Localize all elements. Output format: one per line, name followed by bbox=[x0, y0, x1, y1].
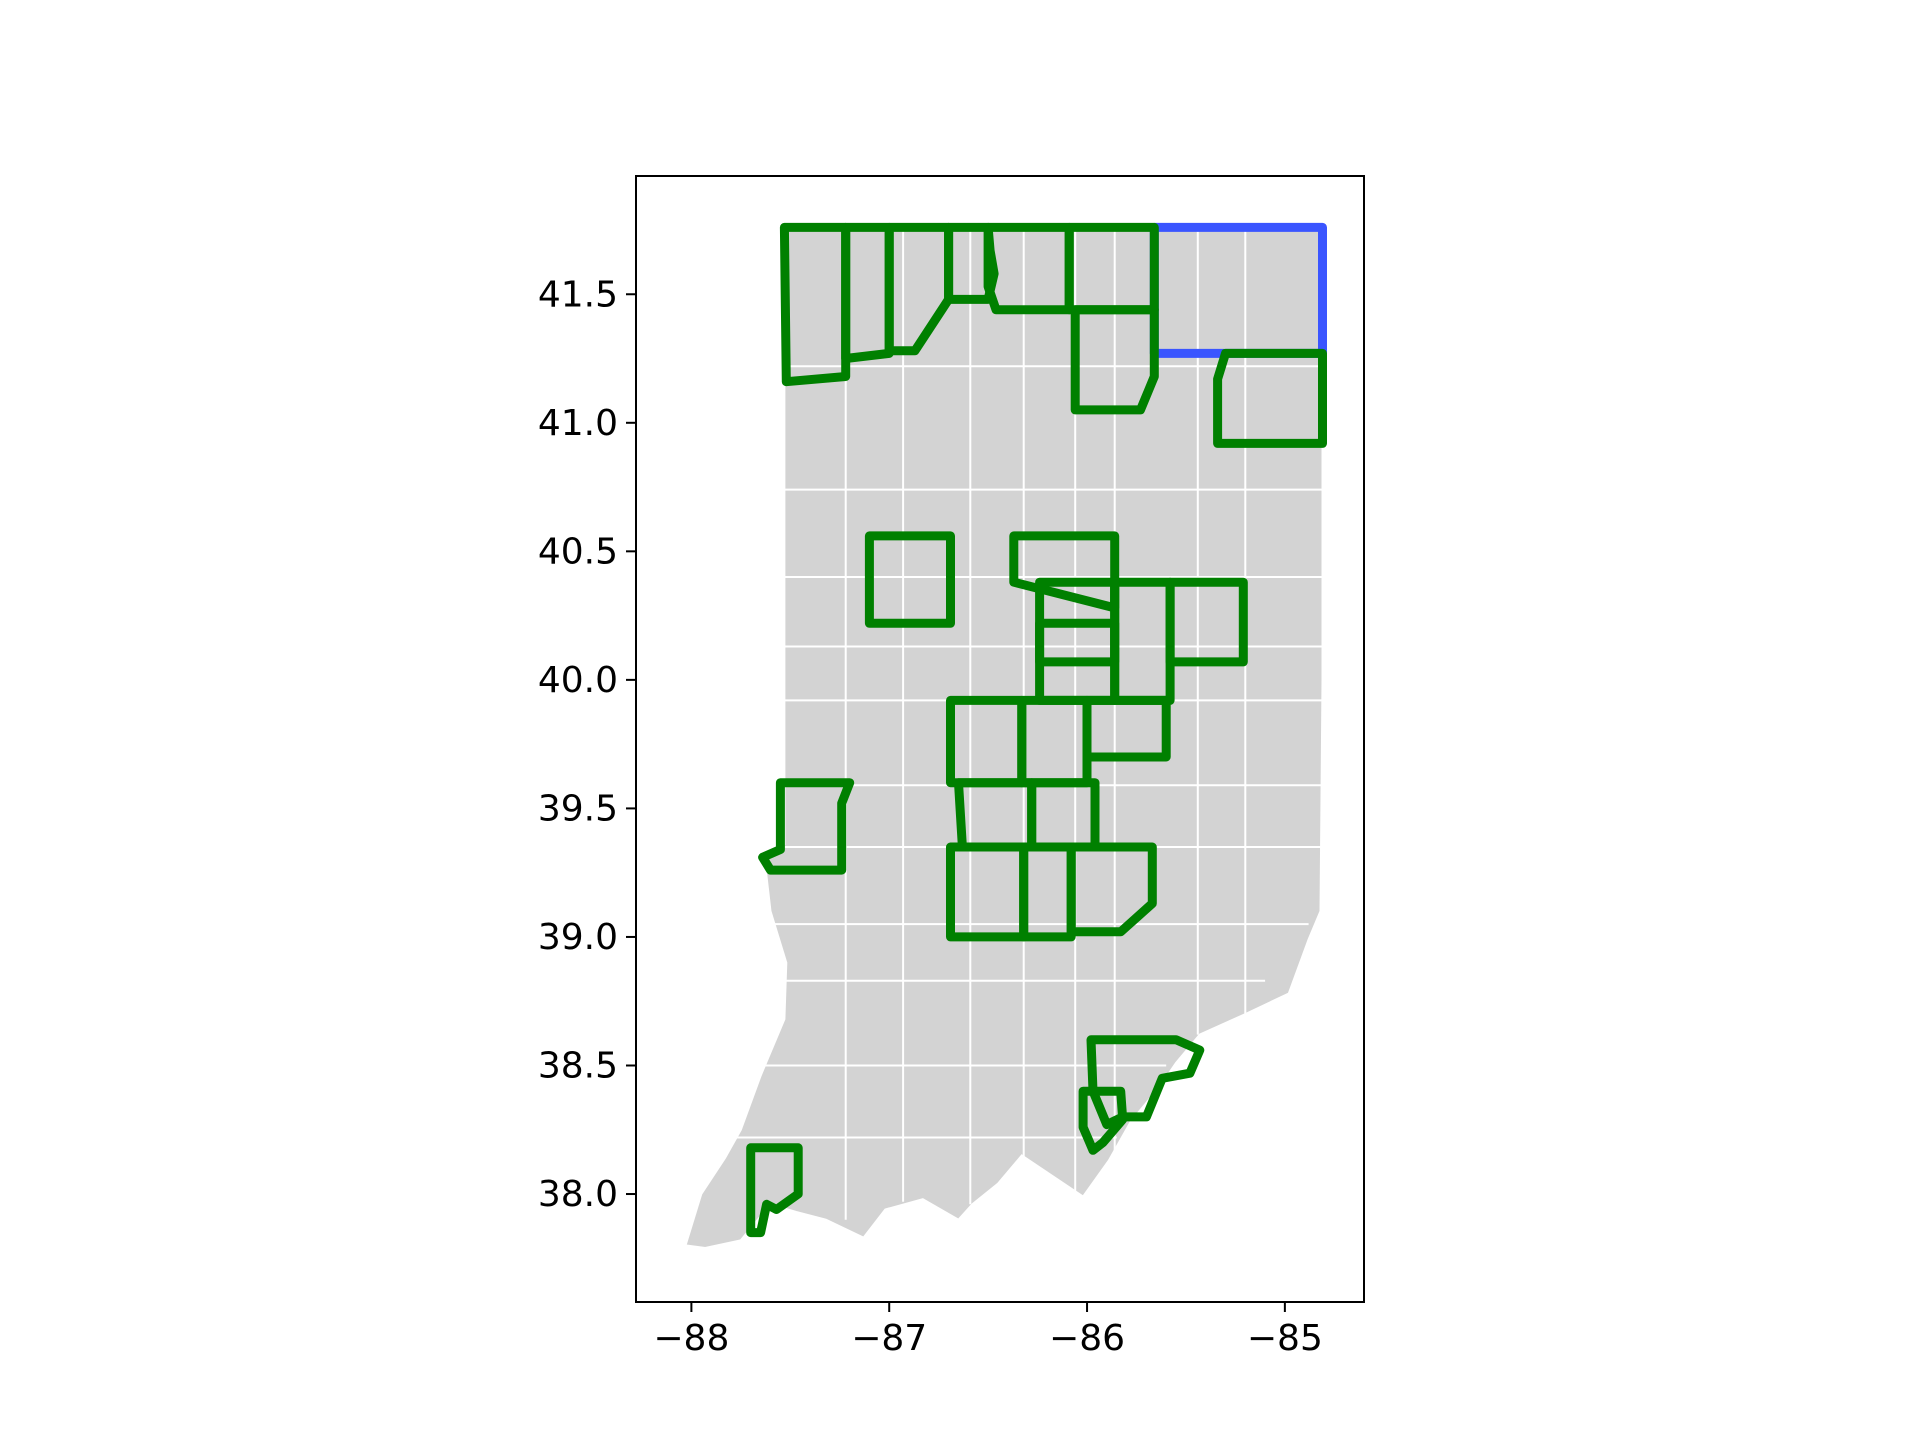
highlighted-county-green bbox=[1066, 842, 1157, 937]
x-tick-label: −85 bbox=[1247, 1318, 1323, 1359]
highlighted-county-green bbox=[1165, 577, 1248, 667]
highlighted-county-green bbox=[983, 222, 1074, 315]
highlighted-county-green bbox=[758, 778, 855, 875]
y-tick-label: 38.0 bbox=[538, 1174, 618, 1215]
highlighted-counties bbox=[746, 222, 1327, 1238]
highlighted-county-green bbox=[1019, 842, 1076, 942]
state-border bbox=[684, 226, 1324, 1250]
highlighted-county-green bbox=[1086, 1035, 1205, 1130]
x-tick-label: −86 bbox=[1049, 1318, 1125, 1359]
x-axis: −88 −87 −86 −85 bbox=[653, 1302, 1323, 1359]
highlighted-county-green bbox=[884, 222, 954, 356]
y-tick-label: 41.0 bbox=[538, 403, 618, 444]
y-tick-label: 39.0 bbox=[538, 917, 618, 958]
x-tick-label: −88 bbox=[653, 1318, 729, 1359]
axes-frame bbox=[635, 175, 1365, 1303]
y-axis: 41.5 41.0 40.5 40.0 39.5 39.0 38.5 38.0 bbox=[538, 274, 636, 1215]
highlighted-county-green bbox=[1070, 305, 1159, 415]
highlighted-county-green bbox=[779, 222, 851, 387]
y-tick-label: 40.5 bbox=[538, 531, 618, 572]
y-tick-label: 40.0 bbox=[538, 660, 618, 701]
y-tick-label: 39.5 bbox=[538, 788, 618, 829]
highlighted-county-green bbox=[1078, 1086, 1128, 1155]
plot-area bbox=[684, 222, 1327, 1250]
highlighted-county-green bbox=[1082, 695, 1171, 762]
y-tick-label: 41.5 bbox=[538, 274, 618, 315]
highlighted-county-green bbox=[1213, 348, 1327, 448]
highlighted-county-green bbox=[746, 1143, 803, 1238]
x-tick-label: −87 bbox=[851, 1318, 927, 1359]
highlighted-county-green bbox=[864, 531, 955, 628]
y-tick-label: 38.5 bbox=[538, 1045, 618, 1086]
